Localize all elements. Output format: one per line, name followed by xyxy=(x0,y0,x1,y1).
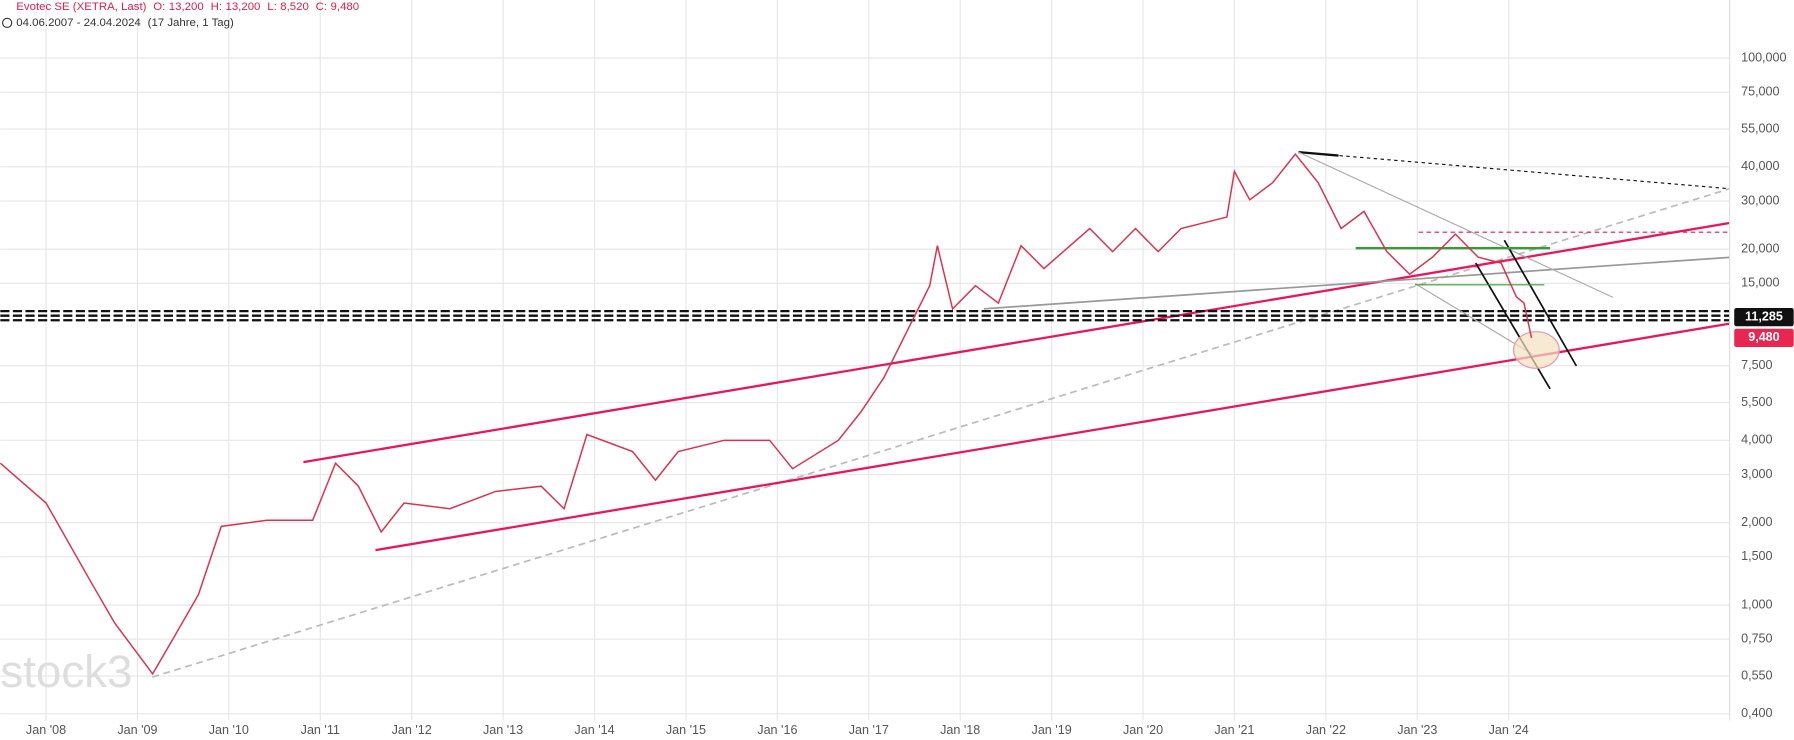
trendline xyxy=(1298,150,1339,157)
ohlc: O: 13,200 H: 13,200 L: 8,520 C: 9,480 xyxy=(153,1,359,13)
trendline xyxy=(1298,151,1614,298)
trendline xyxy=(152,187,1730,678)
y-tick-label: 15,000 xyxy=(1741,276,1779,290)
trendline xyxy=(1474,262,1551,390)
y-tick-label: 5,500 xyxy=(1741,395,1772,409)
y-tick-label: 75,000 xyxy=(1741,85,1779,99)
price-label: 11,285 xyxy=(1745,309,1783,323)
ohlc-value: 13,200 xyxy=(169,1,204,13)
y-tick-label: 40,000 xyxy=(1741,159,1779,173)
duration: (17 Jahre, 1 Tag) xyxy=(148,17,234,29)
price-label-box xyxy=(1734,328,1794,348)
y-tick-label: 30,000 xyxy=(1741,193,1779,207)
date-range: 04.06.2007 - 24.04.2024 (17 Jahre, 1 Tag) xyxy=(16,17,234,29)
x-tick-label: Jan '20 xyxy=(1123,723,1163,737)
x-tick-label: Jan '22 xyxy=(1306,723,1346,737)
header: Evotec SE (XETRA, Last) O: 13,200 H: 13,200 L… xyxy=(16,1,359,13)
ohlc-value: 13,200 xyxy=(225,1,260,13)
highlight xyxy=(1512,331,1560,369)
y-tick-label: 1,500 xyxy=(1741,549,1772,563)
ohlc-key: C: xyxy=(316,1,327,13)
trendline xyxy=(303,221,1730,464)
y-tick-label: 0,750 xyxy=(1741,632,1772,646)
y-tick-label: 0,400 xyxy=(1741,706,1772,720)
x-tick-label: Jan '10 xyxy=(209,723,249,737)
ohlc-value: 8,520 xyxy=(280,1,309,13)
trendline xyxy=(375,322,1730,552)
y-tick-label: 7,500 xyxy=(1741,358,1772,372)
x-tick-label: Jan '09 xyxy=(117,723,157,737)
trendline xyxy=(983,256,1730,310)
x-tick-label: Jan '17 xyxy=(849,723,889,737)
x-tick-label: Jan '15 xyxy=(666,723,706,737)
y-tick-label: 0,550 xyxy=(1741,668,1772,682)
clock-icon xyxy=(2,17,13,29)
plot xyxy=(0,152,1533,676)
x-tick-label: Jan '14 xyxy=(574,723,614,737)
ohlc-value: 9,480 xyxy=(331,1,360,13)
y-tick-label: 1,000 xyxy=(1741,597,1772,611)
y-tick-label: 2,000 xyxy=(1741,515,1772,529)
x-tick-label: Jan '24 xyxy=(1489,723,1529,737)
y-tick-label: 20,000 xyxy=(1741,242,1779,256)
x-tick-label: Jan '19 xyxy=(1032,723,1072,737)
ohlc-key: O: xyxy=(153,1,165,13)
x-tick-label: Jan '23 xyxy=(1397,723,1437,737)
trendline xyxy=(1503,239,1578,367)
trendline xyxy=(1298,151,1730,190)
x-tick-label: Jan '12 xyxy=(392,723,432,737)
price-line xyxy=(0,152,1533,676)
title: Evotec SE (XETRA, Last) xyxy=(16,1,146,13)
y-tick-label: 4,000 xyxy=(1741,433,1772,447)
watermark: stock3 xyxy=(0,646,132,697)
y-tick-label: 3,000 xyxy=(1741,467,1772,481)
ohlc-key: H: xyxy=(211,1,222,13)
x-tick-label: Jan '11 xyxy=(301,723,340,737)
ohlc-key: L: xyxy=(267,1,277,13)
price-label-box xyxy=(1734,308,1794,327)
y-tick-label: 55,000 xyxy=(1741,121,1779,135)
price-label: 9,480 xyxy=(1748,330,1779,344)
grid xyxy=(0,0,1730,721)
x-tick-label: Jan '21 xyxy=(1214,723,1254,737)
drawings xyxy=(0,150,1730,678)
y-tick-label: 100,000 xyxy=(1741,50,1786,64)
range: 04.06.2007 - 24.04.2024 xyxy=(16,17,141,29)
x-tick-label: Jan '13 xyxy=(483,723,523,737)
x-tick-label: Jan '16 xyxy=(757,723,797,737)
x-tick-label: Jan '08 xyxy=(26,723,66,737)
trendline xyxy=(1414,283,1534,356)
x-tick-label: Jan '18 xyxy=(940,723,980,737)
